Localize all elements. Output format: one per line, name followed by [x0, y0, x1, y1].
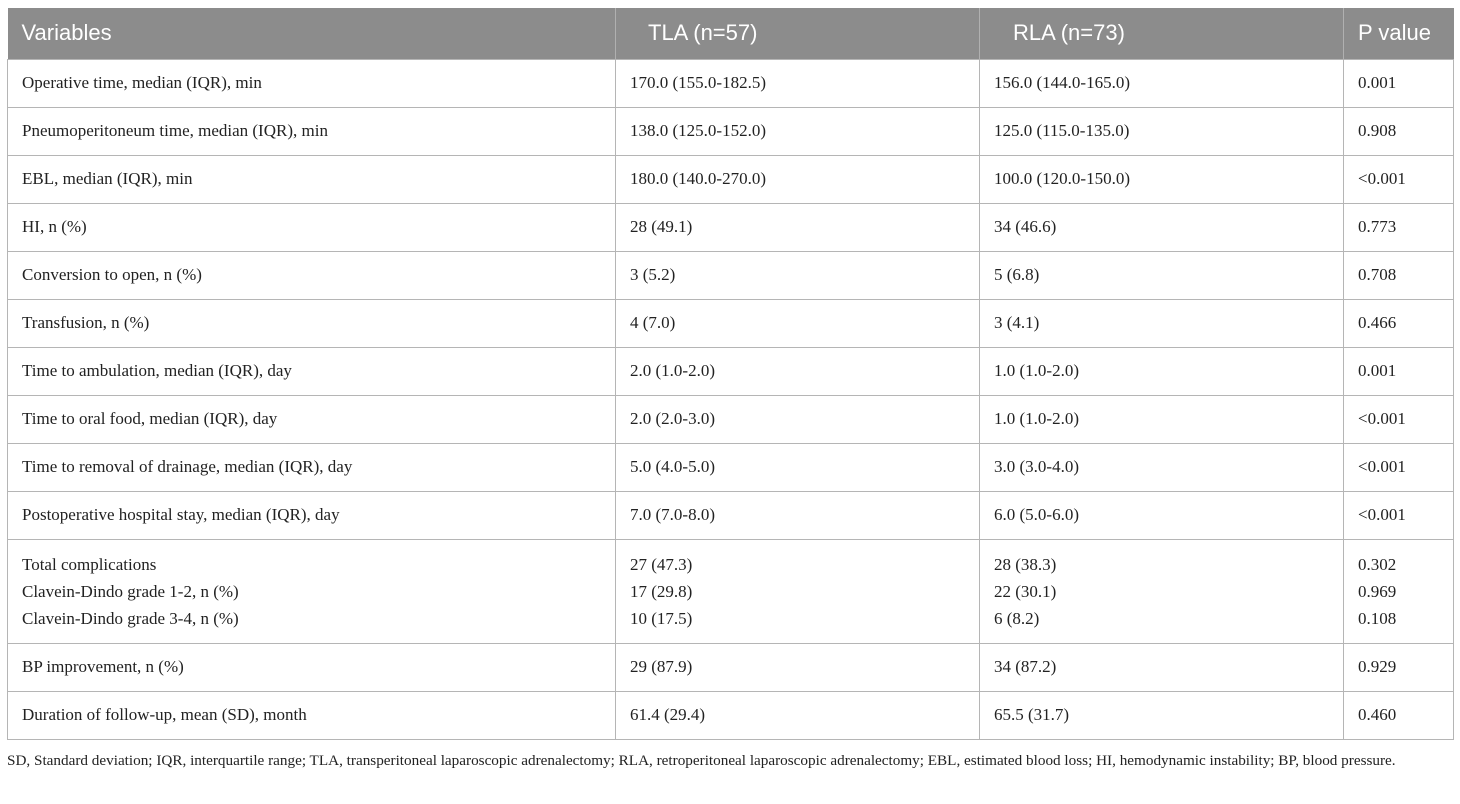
- cell-rla: 3 (4.1): [979, 298, 1344, 348]
- cell-rla: 28 (38.3) 22 (30.1) 6 (8.2): [979, 538, 1344, 644]
- cell-line: 10 (17.5): [630, 608, 693, 628]
- table-row-complications: Total complications Clavein-Dindo grade …: [7, 538, 1454, 644]
- cell-line: 22 (30.1): [994, 581, 1057, 601]
- table-footnote: SD, Standard deviation; IQR, interquarti…: [7, 752, 1396, 769]
- table-row: Time to oral food, median (IQR), day 2.0…: [7, 394, 1454, 444]
- cell-line: 6 (8.2): [994, 608, 1040, 628]
- cell-rla: 6.0 (5.0-6.0): [979, 490, 1344, 540]
- cell-line: 27 (47.3): [630, 554, 693, 574]
- cell-tla: 2.0 (2.0-3.0): [615, 394, 980, 444]
- cell-variable: Duration of follow-up, mean (SD), month: [7, 690, 616, 740]
- table-row: Transfusion, n (%) 4 (7.0) 3 (4.1) 0.466: [7, 298, 1454, 348]
- header-p-value: P value: [1358, 20, 1431, 46]
- cell-tla: 7.0 (7.0-8.0): [615, 490, 980, 540]
- cell-p-value: <0.001: [1343, 394, 1454, 444]
- cell-line: 0.108: [1358, 608, 1397, 628]
- cell-rla: 65.5 (31.7): [979, 690, 1344, 740]
- header-tla: TLA (n=57): [615, 8, 980, 59]
- cell-rla: 125.0 (115.0-135.0): [979, 106, 1344, 156]
- cell-rla: 156.0 (144.0-165.0): [979, 58, 1344, 108]
- table-row: Operative time, median (IQR), min 170.0 …: [7, 58, 1454, 108]
- cell-variable: Postoperative hospital stay, median (IQR…: [7, 490, 616, 540]
- cell-p-value: <0.001: [1343, 442, 1454, 492]
- cell-rla: 34 (87.2): [979, 642, 1344, 692]
- cell-variable: Conversion to open, n (%): [7, 250, 616, 300]
- table-row: Postoperative hospital stay, median (IQR…: [7, 490, 1454, 540]
- table-row: HI, n (%) 28 (49.1) 34 (46.6) 0.773: [7, 202, 1454, 252]
- table-row: Time to removal of drainage, median (IQR…: [7, 442, 1454, 492]
- table-row: Pneumoperitoneum time, median (IQR), min…: [7, 106, 1454, 156]
- table-row: EBL, median (IQR), min 180.0 (140.0-270.…: [7, 154, 1454, 204]
- cell-p-value: 0.908: [1343, 106, 1454, 156]
- cell-tla: 2.0 (1.0-2.0): [615, 346, 980, 396]
- cell-variable: Pneumoperitoneum time, median (IQR), min: [7, 106, 616, 156]
- cell-line: 0.969: [1358, 581, 1397, 601]
- cell-p-value: 0.929: [1343, 642, 1454, 692]
- cell-tla: 180.0 (140.0-270.0): [615, 154, 980, 204]
- cell-p-value: 0.302 0.969 0.108: [1343, 538, 1454, 644]
- cell-p-value: 0.460: [1343, 690, 1454, 740]
- cell-rla: 1.0 (1.0-2.0): [979, 346, 1344, 396]
- cell-rla: 34 (46.6): [979, 202, 1344, 252]
- outcomes-table: Variables TLA (n=57) RLA (n=73) P value …: [7, 8, 1454, 740]
- cell-line: Clavein-Dindo grade 3-4, n (%): [22, 608, 239, 628]
- cell-tla: 27 (47.3) 17 (29.8) 10 (17.5): [615, 538, 980, 644]
- table-container: Variables TLA (n=57) RLA (n=73) P value …: [7, 8, 1454, 740]
- table-row: Time to ambulation, median (IQR), day 2.…: [7, 346, 1454, 396]
- cell-rla: 5 (6.8): [979, 250, 1344, 300]
- cell-tla: 61.4 (29.4): [615, 690, 980, 740]
- cell-variable: Time to oral food, median (IQR), day: [7, 394, 616, 444]
- cell-variable: EBL, median (IQR), min: [7, 154, 616, 204]
- cell-tla: 5.0 (4.0-5.0): [615, 442, 980, 492]
- header-variables: Variables: [7, 8, 616, 59]
- cell-variable: HI, n (%): [7, 202, 616, 252]
- cell-variable: Time to removal of drainage, median (IQR…: [7, 442, 616, 492]
- cell-rla: 1.0 (1.0-2.0): [979, 394, 1344, 444]
- cell-variable: Transfusion, n (%): [7, 298, 616, 348]
- cell-line: 0.302: [1358, 554, 1397, 574]
- cell-p-value: 0.466: [1343, 298, 1454, 348]
- table-header-row: Variables TLA (n=57) RLA (n=73) P value: [7, 8, 1454, 59]
- cell-p-value: 0.708: [1343, 250, 1454, 300]
- table-row: BP improvement, n (%) 29 (87.9) 34 (87.2…: [7, 642, 1454, 692]
- cell-line: Total complications: [22, 554, 157, 574]
- cell-line: Clavein-Dindo grade 1-2, n (%): [22, 581, 239, 601]
- cell-p-value: <0.001: [1343, 154, 1454, 204]
- cell-line: 28 (38.3): [994, 554, 1057, 574]
- cell-tla: 28 (49.1): [615, 202, 980, 252]
- cell-tla: 170.0 (155.0-182.5): [615, 58, 980, 108]
- cell-variable: Time to ambulation, median (IQR), day: [7, 346, 616, 396]
- cell-tla: 4 (7.0): [615, 298, 980, 348]
- cell-tla: 138.0 (125.0-152.0): [615, 106, 980, 156]
- cell-p-value: <0.001: [1343, 490, 1454, 540]
- cell-rla: 3.0 (3.0-4.0): [979, 442, 1344, 492]
- cell-tla: 3 (5.2): [615, 250, 980, 300]
- cell-p-value: 0.001: [1343, 346, 1454, 396]
- table-row: Conversion to open, n (%) 3 (5.2) 5 (6.8…: [7, 250, 1454, 300]
- cell-line: 17 (29.8): [630, 581, 693, 601]
- cell-rla: 100.0 (120.0-150.0): [979, 154, 1344, 204]
- cell-variable: Operative time, median (IQR), min: [7, 58, 616, 108]
- cell-p-value: 0.773: [1343, 202, 1454, 252]
- cell-tla: 29 (87.9): [615, 642, 980, 692]
- header-rla: RLA (n=73): [979, 8, 1344, 59]
- cell-p-value: 0.001: [1343, 58, 1454, 108]
- cell-variable: BP improvement, n (%): [7, 642, 616, 692]
- table-row: Duration of follow-up, mean (SD), month …: [7, 690, 1454, 740]
- cell-variable: Total complications Clavein-Dindo grade …: [7, 538, 616, 644]
